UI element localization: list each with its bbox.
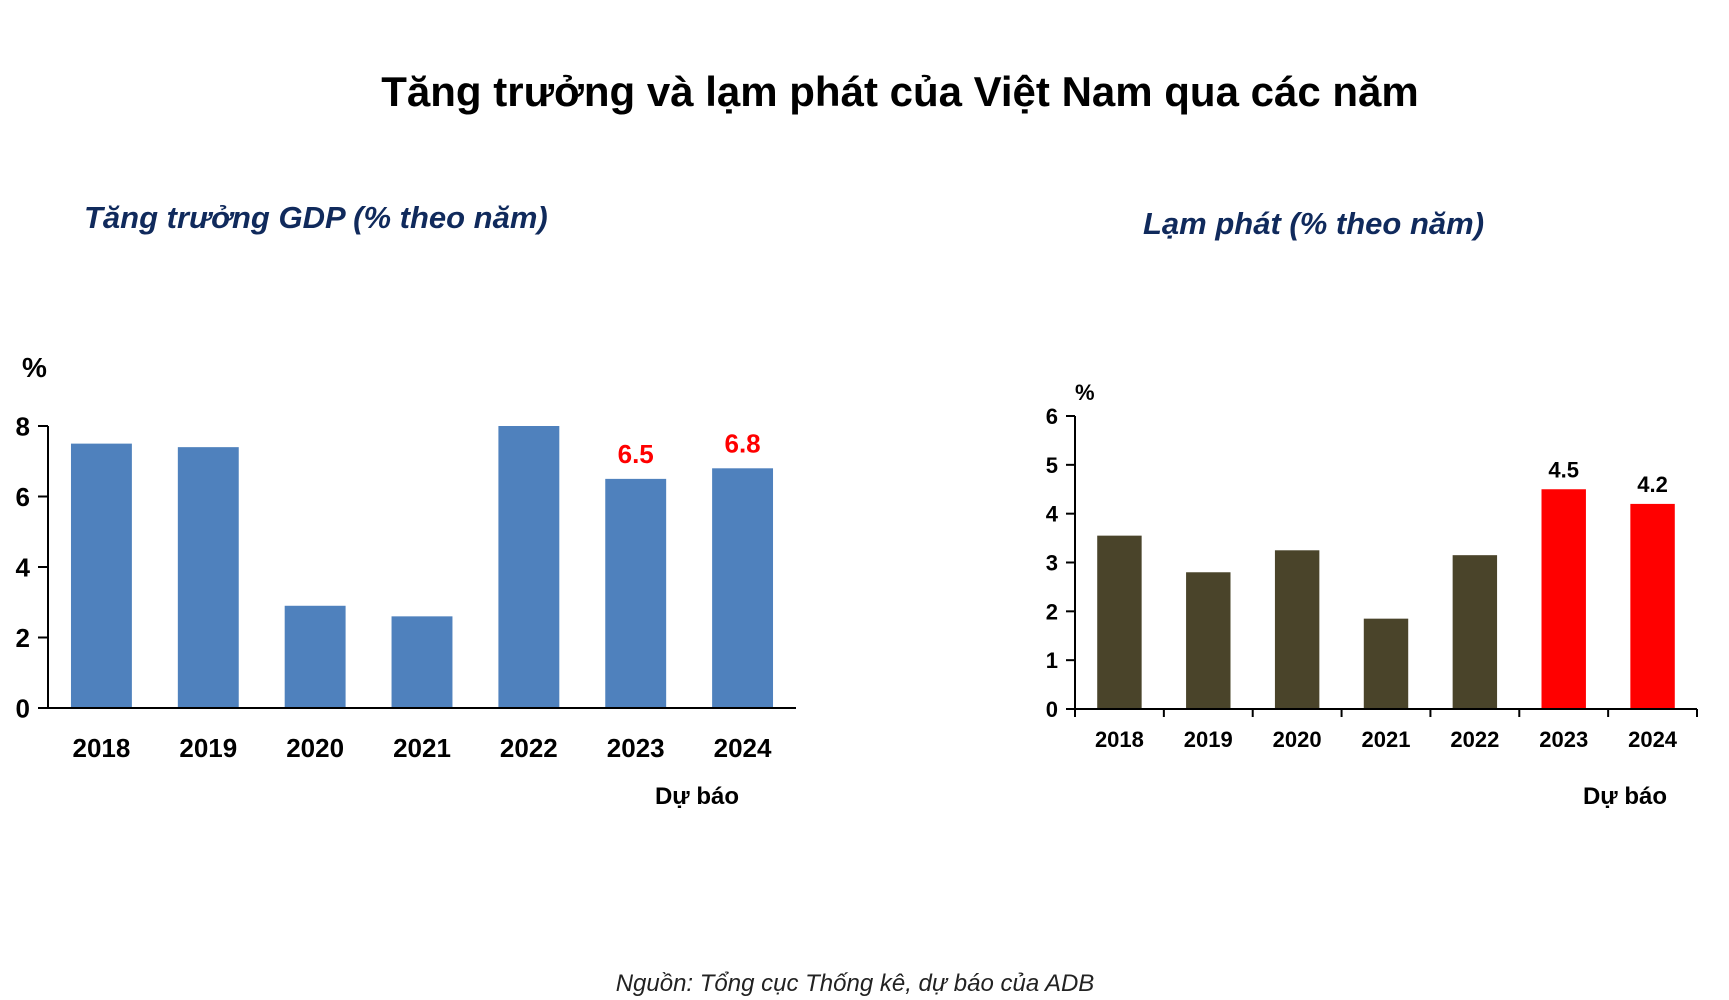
gdp-chart-title: Tăng trưởng GDP (% theo năm): [84, 200, 548, 235]
y-tick-label: 5: [1046, 453, 1058, 478]
source-note: Nguồn: Tổng cục Thống kê, dự báo của ADB: [615, 970, 1095, 997]
x-tick-label: 2021: [1362, 727, 1411, 752]
bar-2020: [1274, 550, 1320, 709]
y-tick-label: 2: [1046, 599, 1058, 624]
x-tick-label: 2020: [286, 733, 344, 763]
bar-2022: [1452, 555, 1498, 709]
y-tick-label: 4: [1046, 502, 1059, 527]
x-tick-label: 2023: [607, 733, 665, 763]
bar-2024: [1630, 503, 1675, 709]
x-tick-label: 2019: [1184, 727, 1233, 752]
bar-2018: [70, 443, 132, 708]
x-tick-label: 2018: [73, 733, 131, 763]
x-tick-label: 2021: [393, 733, 451, 763]
bar-2020: [284, 605, 346, 708]
y-axis-unit: %: [1075, 380, 1095, 405]
y-tick-label: 6: [16, 482, 30, 512]
bar-2021: [391, 616, 453, 708]
forecast-note: Dự báo: [655, 783, 739, 810]
y-tick-label: 4: [16, 552, 31, 582]
bar-2019: [1186, 572, 1231, 709]
y-axis-unit: %: [22, 352, 47, 383]
page-title: Tăng trưởng và lạm phát của Việt Nam qua…: [381, 68, 1419, 115]
x-tick-label: 2023: [1539, 727, 1588, 752]
bar-2021: [1363, 618, 1409, 709]
y-tick-label: 8: [16, 411, 30, 441]
x-tick-label: 2022: [1450, 727, 1499, 752]
data-label: 6.5: [618, 439, 654, 469]
forecast-note: Dự báo: [1583, 783, 1667, 810]
bar-2019: [177, 447, 239, 708]
y-tick-label: 2: [16, 623, 30, 653]
data-label: 4.5: [1548, 457, 1579, 482]
y-tick-label: 0: [1046, 697, 1058, 722]
bar-2023: [1541, 489, 1586, 709]
y-tick-label: 6: [1046, 404, 1058, 429]
bar-2023: [605, 478, 667, 708]
data-label: 6.8: [724, 428, 760, 458]
x-tick-label: 2024: [714, 733, 772, 763]
bar-2024: [712, 468, 774, 708]
inflation-chart-title: Lạm phát (% theo năm): [1143, 206, 1485, 241]
x-tick-label: 2022: [500, 733, 558, 763]
y-tick-label: 3: [1046, 550, 1058, 575]
y-tick-label: 0: [16, 693, 30, 723]
x-tick-label: 2018: [1095, 727, 1144, 752]
data-label: 4.2: [1637, 472, 1668, 497]
x-tick-label: 2019: [179, 733, 237, 763]
bar-2022: [498, 426, 560, 708]
y-tick-label: 1: [1046, 648, 1058, 673]
x-tick-label: 2024: [1628, 727, 1678, 752]
bar-2018: [1097, 535, 1142, 709]
x-tick-label: 2020: [1273, 727, 1322, 752]
